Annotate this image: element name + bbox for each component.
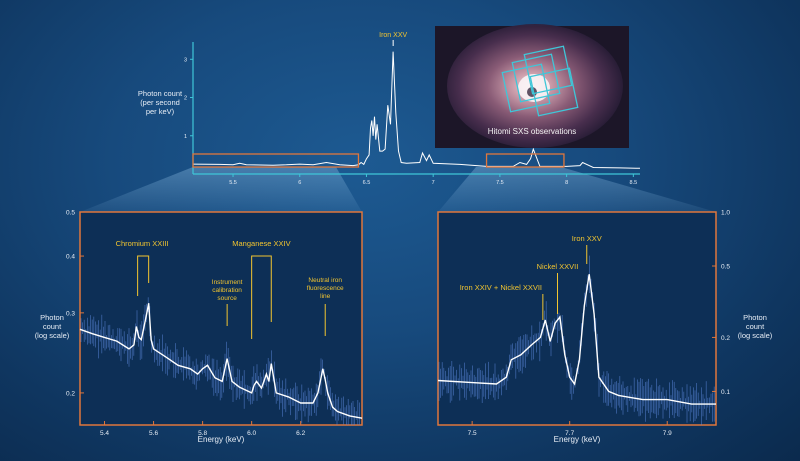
left-y-tick-label: 0.3 [66, 310, 75, 317]
label-line: fluorescence [307, 285, 344, 292]
label-line: per keV) [146, 107, 175, 116]
left-x-tick-label: 5.6 [149, 430, 158, 437]
neutral-iron-label: Neutral iron fluorescence line [307, 277, 344, 300]
left-y-tick-label: 0.4 [66, 254, 75, 261]
left-x-tick-label: 6.2 [296, 430, 305, 437]
left-y-tick-label: 0.5 [66, 210, 75, 217]
right-x-tick-label: 7.5 [468, 430, 477, 437]
right-spectrum-line [437, 274, 716, 405]
left-spectrum-line [79, 303, 363, 419]
left-ylabel: Photon count (log scale) [35, 313, 70, 340]
cluster-inset: Hitomi SXS observations [435, 24, 629, 148]
top-y-tick-label: 2 [184, 96, 187, 102]
nickel-label: Nickel XXVII [537, 262, 579, 271]
zoom-cone-right [438, 167, 716, 212]
top-x-tick-label: 8.5 [630, 180, 638, 186]
sxs-field-1 [511, 53, 561, 103]
right-y-tick-label: 0.1 [721, 389, 730, 396]
top-x-tick-label: 8 [565, 180, 568, 186]
right-x-tick-label: 7.7 [565, 430, 574, 437]
label-line: Instrument [212, 279, 243, 286]
label-line: (per second [140, 98, 180, 107]
left-y-tick-label: 0.2 [66, 390, 75, 397]
top-ylabel: Photon count (per second per keV) [138, 89, 183, 116]
label-line: (log scale) [738, 331, 773, 340]
right-x-tick-label: 7.9 [663, 430, 672, 437]
overview-spectrum-chart: Photon count (per second per keV) 5.5 6 6.5 7… [138, 32, 641, 186]
right-xlabel: Energy (keV) [554, 435, 601, 444]
right-ylabel: Photon count (log scale) [738, 313, 773, 340]
left-panel [79, 211, 363, 426]
label-line: Photon count [138, 89, 183, 98]
label-line: Photon [743, 313, 767, 322]
top-x-tick-label: 6.5 [363, 180, 371, 186]
right-y-tick-label: 0.2 [721, 335, 730, 342]
right-y-tick-label: 0.5 [721, 264, 730, 271]
chromium-label: Chromium XXIII [116, 239, 169, 248]
left-xlabel: Energy (keV) [198, 435, 245, 444]
overview-spectrum-line [192, 51, 641, 169]
zoom-box [485, 153, 565, 168]
top-x-tick-label: 5.5 [229, 180, 237, 186]
left-x-tick-label: 5.4 [100, 430, 109, 437]
chromium-bracket [137, 255, 150, 296]
sxs-field-4 [529, 67, 579, 117]
label-line: (log scale) [35, 331, 70, 340]
label-line: calibration [212, 287, 242, 294]
left-x-tick-label: 6.0 [247, 430, 256, 437]
top-y-tick-label: 1 [184, 134, 187, 140]
chromium-manganese-chart: 5.4 5.6 5.8 6.0 6.2 0.2 0.3 0.4 0.5 Chromium XXI… [35, 210, 363, 444]
top-annotation: Iron XXV [379, 32, 407, 39]
top-x-tick-label: 7.5 [496, 180, 504, 186]
zoom-cone-left [80, 167, 362, 212]
manganese-label: Manganese XXIV [232, 239, 290, 248]
manganese-bracket [251, 255, 272, 339]
sxs-field-2 [523, 45, 573, 95]
label-line: source [217, 295, 237, 302]
zoom-box [192, 153, 360, 168]
label-line: Photon [40, 313, 64, 322]
inset-caption: Hitomi SXS observations [488, 127, 576, 136]
label-line: count [746, 322, 765, 331]
top-x-tick-label: 6 [298, 180, 301, 186]
iron-nickel-chart: 7.5 7.7 7.9 0.1 0.2 0.5 1.0 Iron XXV Nickel XXV… [437, 210, 773, 444]
right-y-tick-label: 1.0 [721, 210, 730, 217]
top-x-tick-label: 7 [432, 180, 435, 186]
label-line: count [43, 322, 62, 331]
top-y-tick-label: 3 [184, 57, 187, 63]
label-line: line [320, 293, 331, 300]
sxs-field-3 [501, 63, 551, 113]
iron-nickel-label: Iron XXIV + Nickel XXVII [460, 283, 542, 292]
iron-xxv-label: Iron XXV [572, 234, 602, 243]
left-x-tick-label: 5.8 [198, 430, 207, 437]
label-line: Neutral iron [308, 277, 342, 284]
calibration-label: Instrument calibration source [212, 279, 243, 302]
